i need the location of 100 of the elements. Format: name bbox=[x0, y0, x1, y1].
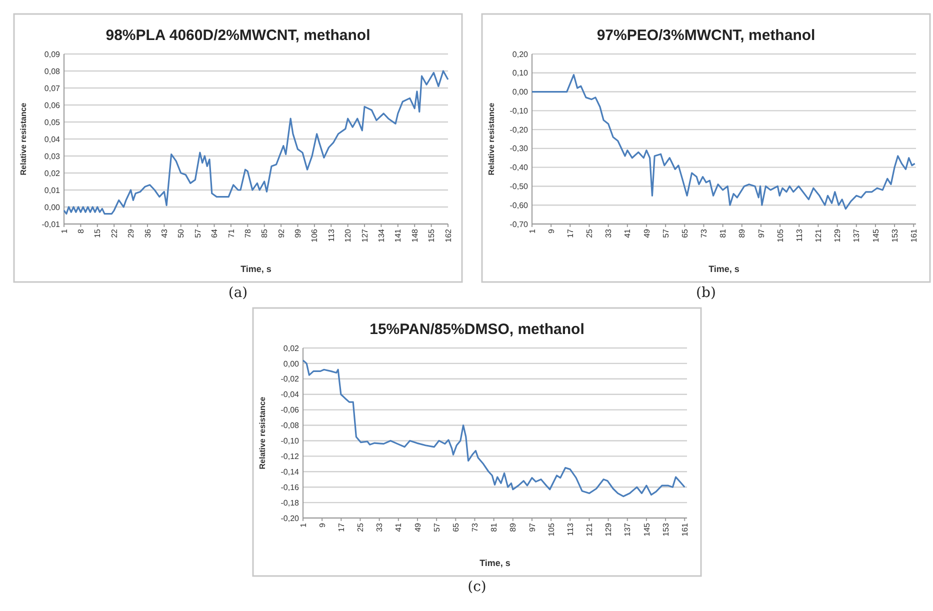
x-tick-label: 161 bbox=[909, 228, 918, 242]
x-tick-label: 137 bbox=[623, 522, 632, 536]
y-tick-label: 0,08 bbox=[44, 66, 61, 76]
x-tick-label: 81 bbox=[718, 228, 728, 238]
y-axis-title: Relative resistance bbox=[19, 102, 28, 176]
x-tick-label: 71 bbox=[226, 228, 236, 238]
y-tick-label: -0,18 bbox=[280, 498, 300, 508]
chart-title: 97%PEO/3%MWCNT, methanol bbox=[596, 27, 816, 44]
x-tick-label: 105 bbox=[546, 522, 556, 536]
x-tick-label: 15 bbox=[93, 228, 102, 238]
x-tick-label: 113 bbox=[794, 228, 804, 242]
x-tick-label: 120 bbox=[344, 228, 353, 242]
x-tick-label: 78 bbox=[243, 228, 252, 238]
x-tick-label: 8 bbox=[76, 228, 86, 234]
x-tick-label: 92 bbox=[276, 228, 286, 238]
y-tick-label: -0,30 bbox=[510, 144, 529, 154]
x-tick-label: 57 bbox=[193, 228, 202, 238]
text: (a) bbox=[228, 285, 248, 301]
x-tick-label: 25 bbox=[585, 228, 594, 238]
y-tick-label: -0,16 bbox=[280, 482, 300, 492]
x-tick-label: 97 bbox=[528, 522, 537, 532]
x-axis-title: Time, s bbox=[240, 264, 272, 274]
x-tick-label: 73 bbox=[700, 228, 709, 238]
y-tick-label: 0,05 bbox=[44, 118, 61, 127]
x-tick-label: 50 bbox=[176, 228, 186, 238]
y-tick-label: 0,06 bbox=[44, 100, 61, 110]
y-tick-label: 0,01 bbox=[44, 186, 61, 195]
x-axis-title: Time, s bbox=[708, 264, 740, 274]
x-tick-label: 33 bbox=[375, 522, 384, 532]
x-tick-label: 141 bbox=[394, 228, 403, 242]
x-tick-label: 137 bbox=[852, 228, 862, 242]
y-tick-label: -0,12 bbox=[280, 452, 300, 461]
x-tick-label: 49 bbox=[642, 228, 652, 238]
x-tick-label: 113 bbox=[326, 228, 336, 242]
x-tick-label: 9 bbox=[318, 522, 327, 528]
x-tick-label: 49 bbox=[413, 522, 422, 532]
y-tick-label: 0,10 bbox=[512, 68, 529, 78]
x-tick-label: 153 bbox=[661, 522, 670, 536]
x-tick-label: 121 bbox=[585, 522, 594, 536]
chart-title: 15%PAN/85%DMSO, methanol bbox=[370, 321, 584, 338]
chart-title: 98%PLA 4060D/2%MWCNT, methanol bbox=[106, 27, 370, 44]
x-tick-label: 33 bbox=[604, 228, 614, 238]
x-tick-label: 121 bbox=[814, 228, 824, 242]
x-tick-label: 43 bbox=[160, 228, 169, 238]
x-tick-label: 41 bbox=[394, 522, 404, 532]
x-tick-label: 99 bbox=[294, 228, 303, 238]
y-tick-label: -0,40 bbox=[510, 163, 529, 172]
x-tick-label: 57 bbox=[432, 522, 442, 532]
x-tick-label: 65 bbox=[680, 228, 690, 238]
x-tick-label: 89 bbox=[508, 522, 518, 532]
x-tick-label: 36 bbox=[143, 228, 152, 238]
y-tick-label: -0,04 bbox=[280, 390, 300, 400]
x-tick-label: 129 bbox=[833, 228, 842, 242]
x-tick-label: 1 bbox=[298, 522, 308, 528]
y-tick-label: 0,00 bbox=[512, 88, 529, 97]
y-tick-label: -0,14 bbox=[280, 467, 300, 476]
x-tick-label: 73 bbox=[470, 522, 480, 532]
x-tick-label: 162 bbox=[444, 228, 453, 242]
y-tick-label: 0,20 bbox=[512, 50, 529, 59]
x-tick-label: 1 bbox=[60, 228, 69, 234]
y-tick-label: -0,10 bbox=[510, 106, 529, 116]
text: (c) bbox=[468, 579, 486, 595]
x-tick-label: 106 bbox=[310, 228, 320, 242]
x-axis-title: Time, s bbox=[480, 558, 510, 568]
x-tick-label: 1 bbox=[528, 228, 537, 234]
y-tick-label: -0,10 bbox=[280, 436, 300, 446]
y-tick-label: 0,07 bbox=[44, 84, 61, 93]
y-tick-label: -0,60 bbox=[510, 200, 529, 210]
y-tick-label: -0,06 bbox=[280, 406, 300, 415]
x-tick-label: 57 bbox=[661, 228, 670, 238]
x-tick-label: 89 bbox=[738, 228, 747, 238]
y-tick-label: -0,70 bbox=[510, 220, 529, 229]
x-tick-label: 161 bbox=[680, 522, 690, 536]
y-axis-title: Relative resistance bbox=[258, 396, 267, 470]
x-tick-label: 145 bbox=[642, 522, 652, 536]
x-tick-label: 17 bbox=[336, 522, 346, 532]
x-tick-label: 134 bbox=[377, 228, 386, 242]
y-tick-label: 0,03 bbox=[44, 152, 61, 161]
x-tick-label: 97 bbox=[756, 228, 766, 238]
y-tick-label: -0,02 bbox=[280, 374, 300, 384]
y-tick-label: -0,50 bbox=[510, 182, 529, 192]
y-tick-label: 0,09 bbox=[44, 50, 61, 59]
x-tick-label: 41 bbox=[623, 228, 632, 238]
y-tick-label: 0,04 bbox=[44, 134, 61, 144]
x-tick-label: 22 bbox=[110, 228, 119, 238]
x-tick-label: 129 bbox=[604, 522, 614, 536]
x-tick-label: 153 bbox=[890, 228, 900, 242]
y-axis-title: Relative resistance bbox=[487, 102, 496, 176]
y-tick-label: 0,02 bbox=[44, 168, 61, 178]
x-tick-label: 25 bbox=[356, 522, 366, 532]
line-series bbox=[531, 74, 916, 210]
x-tick-label: 29 bbox=[126, 228, 136, 238]
y-tick-label: -0,20 bbox=[510, 125, 529, 134]
x-tick-label: 64 bbox=[210, 228, 220, 238]
x-tick-label: 65 bbox=[451, 522, 460, 532]
x-tick-label: 81 bbox=[490, 522, 499, 532]
y-tick-label: -0,20 bbox=[280, 514, 300, 523]
x-tick-label: 105 bbox=[776, 228, 785, 242]
x-tick-label: 17 bbox=[566, 228, 575, 238]
x-tick-label: 113 bbox=[566, 522, 575, 536]
